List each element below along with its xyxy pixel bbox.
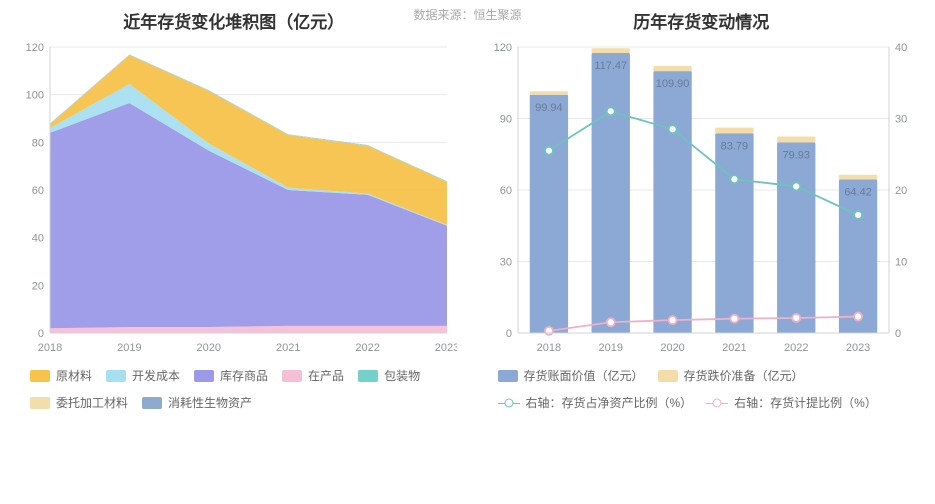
svg-text:2019: 2019 (598, 342, 622, 354)
svg-text:2022: 2022 (355, 342, 379, 354)
svg-text:2021: 2021 (276, 342, 300, 354)
legend-swatch (142, 397, 162, 409)
right-panel: 历年存货变动情况 0 30 60 90 120 0 10 20 30 40 99.94 117.47 1… (468, 0, 935, 504)
legend-swatch (30, 397, 50, 409)
svg-text:0: 0 (38, 328, 44, 340)
legend-item[interactable]: 在产品 (282, 367, 344, 384)
dashboard: 数据来源：恒生聚源 近年存货变化堆积图（亿元） 0204060801001202… (0, 0, 935, 504)
svg-text:2018: 2018 (38, 342, 62, 354)
svg-text:83.79: 83.79 (720, 140, 748, 152)
svg-text:20: 20 (32, 280, 44, 292)
legend-swatch (30, 370, 50, 382)
legend-swatch (658, 370, 678, 382)
svg-text:90: 90 (499, 114, 511, 126)
left-panel: 近年存货变化堆积图（亿元） 0 20 40 60 80 100 120 2018 2019 202… (0, 0, 468, 504)
svg-text:0: 0 (505, 328, 511, 340)
legend-label: 存货账面价值（亿元） (524, 367, 644, 384)
legend-item[interactable]: 库存商品 (194, 367, 268, 384)
legend-item[interactable]: 消耗性生物资产 (142, 394, 252, 411)
left-legend: 原材料 开发成本 库存商品 在产品 包装物委托加工材料 消耗性生物资产 (10, 357, 458, 411)
legend-label: 包装物 (384, 367, 420, 384)
legend-item[interactable]: 开发成本 (106, 367, 180, 384)
legend-label: 消耗性生物资产 (168, 394, 252, 411)
svg-text:120: 120 (26, 42, 44, 54)
legend-item[interactable]: 右轴：存货占净资产比例（%） (498, 394, 693, 411)
right-legend: 存货账面价值（亿元） 存货跌价准备（亿元） 右轴：存货占净资产比例（%） 右轴：存货计… (478, 357, 926, 411)
right-chart-title: 历年存货变动情况 (478, 8, 926, 33)
legend-swatch (358, 370, 378, 382)
legend-line-icon (498, 397, 520, 409)
legend-label: 右轴：存货占净资产比例（%） (526, 394, 693, 411)
svg-text:30: 30 (895, 114, 907, 126)
svg-text:40: 40 (895, 42, 907, 54)
legend-item[interactable]: 存货跌价准备（亿元） (658, 367, 804, 384)
svg-text:64.42: 64.42 (844, 186, 872, 198)
legend-item[interactable]: 右轴：存货计提比例（%） (706, 394, 877, 411)
svg-text:40: 40 (32, 233, 44, 245)
svg-text:99.94: 99.94 (535, 102, 563, 114)
legend-label: 原材料 (56, 367, 92, 384)
svg-text:2018: 2018 (536, 342, 560, 354)
svg-text:109.90: 109.90 (655, 78, 689, 90)
stacked-area-chart: 0 20 40 60 80 100 120 2018 2019 2020 2021 2022 2023 (10, 37, 458, 357)
legend-item[interactable]: 存货账面价值（亿元） (498, 367, 644, 384)
legend-swatch (498, 370, 518, 382)
svg-text:10: 10 (895, 257, 907, 269)
svg-text:2020: 2020 (660, 342, 684, 354)
legend-label: 右轴：存货计提比例（%） (734, 394, 877, 411)
svg-text:2023: 2023 (845, 342, 869, 354)
svg-text:0: 0 (895, 328, 901, 340)
legend-label: 委托加工材料 (56, 394, 128, 411)
svg-text:2021: 2021 (722, 342, 746, 354)
legend-label: 开发成本 (132, 367, 180, 384)
legend-label: 存货跌价准备（亿元） (684, 367, 804, 384)
legend-item[interactable]: 原材料 (30, 367, 92, 384)
svg-text:100: 100 (26, 90, 44, 102)
legend-swatch (194, 370, 214, 382)
legend-item[interactable]: 委托加工材料 (30, 394, 128, 411)
svg-text:79.93: 79.93 (782, 150, 810, 162)
svg-text:120: 120 (493, 42, 511, 54)
bar-line-chart: 0 30 60 90 120 0 10 20 30 40 99.94 117.47 109.90 83.7… (478, 37, 926, 357)
svg-text:2020: 2020 (197, 342, 221, 354)
svg-text:60: 60 (499, 185, 511, 197)
left-chart-title: 近年存货变化堆积图（亿元） (10, 8, 458, 33)
legend-swatch (106, 370, 126, 382)
svg-text:117.47: 117.47 (594, 60, 627, 72)
legend-label: 在产品 (308, 367, 344, 384)
svg-text:80: 80 (32, 137, 44, 149)
svg-text:2019: 2019 (117, 342, 141, 354)
svg-text:30: 30 (499, 257, 511, 269)
svg-text:20: 20 (895, 185, 907, 197)
svg-text:2022: 2022 (784, 342, 808, 354)
legend-item[interactable]: 包装物 (358, 367, 420, 384)
svg-text:60: 60 (32, 185, 44, 197)
legend-label: 库存商品 (220, 367, 268, 384)
legend-swatch (282, 370, 302, 382)
legend-line-icon (706, 397, 728, 409)
svg-text:2023: 2023 (435, 342, 457, 354)
